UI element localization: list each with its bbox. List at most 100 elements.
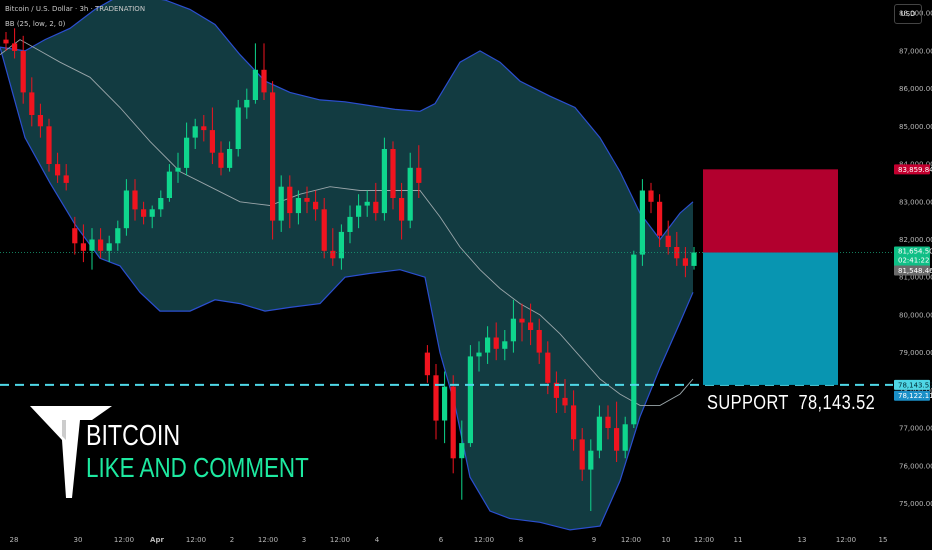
candle-body [3,39,9,44]
candle-body [330,250,336,259]
candle-body [596,416,602,451]
candle-body [399,198,405,221]
candle-body [450,386,456,459]
candle [149,205,155,229]
y-tick-label: 82,000.00 [899,236,932,244]
x-tick-label: 9 [592,536,596,544]
candle-body [295,198,301,214]
candle-body [37,115,43,127]
candle-body [571,405,577,440]
candle-body [605,416,611,428]
y-tick-label: 86,000.00 [899,85,932,93]
candle [536,318,542,364]
candle [605,405,611,440]
candle-body [381,149,387,214]
candle [261,43,267,100]
candle-body [218,152,224,168]
chart-title: Bitcoin / U.S. Dollar · 3h · TRADENATION [5,5,146,13]
x-axis: 28 30 12:00 Apr 12:00 2 12:00 3 12:00 4 6 12:00 8 9 12… [10,536,888,544]
x-tick-label: 4 [375,536,380,544]
candle [115,220,121,251]
candle-body [562,397,568,406]
candle [553,371,559,413]
candle-body [493,337,499,349]
candle-body [227,149,233,168]
support2-price-tag-text: 78,122.11 [898,392,932,400]
x-tick-label: 11 [734,536,743,544]
x-tick-label: 30 [74,536,83,544]
candle-body [467,356,473,444]
candle-body [175,167,181,172]
candle [141,201,147,225]
x-tick-label: 15 [879,536,888,544]
current-price-tag-bg [894,246,930,267]
candle [674,231,680,266]
candle-body [682,258,688,266]
candle-body [588,450,594,470]
candle-body [502,341,508,349]
x-tick-label: 3 [302,536,306,544]
band-upper [0,0,694,241]
candle-body [433,375,439,421]
tradenation-logo [30,406,112,498]
candle-body [579,439,585,470]
candle-body [545,352,551,383]
candle-body [631,254,637,425]
candle [502,330,508,361]
candle [485,326,491,364]
candle [407,152,413,229]
candle [209,107,215,165]
currency-button[interactable]: USD [894,4,922,24]
candle [596,405,602,459]
candle-body [115,228,121,244]
countdown-text: 02:41:22 [898,257,929,265]
band-lower [0,46,694,531]
candle [433,363,439,440]
candle [321,198,327,259]
candles[interactable] [3,28,697,512]
position-box[interactable] [703,169,838,385]
candle-body [192,126,198,138]
x-tick-label: 12:00 [836,536,856,544]
candle [639,179,645,266]
candle [252,43,258,104]
candle [459,420,465,500]
candle-body [158,198,164,210]
candle-body [46,126,52,164]
x-tick-label: 8 [519,536,523,544]
candle [55,152,61,183]
x-tick-label: 12:00 [694,536,714,544]
candle-body [20,50,26,93]
x-tick-label: 12:00 [186,536,206,544]
candle [330,228,336,266]
candle-body [123,190,129,229]
candle-body [347,216,353,232]
candle-body [201,126,207,131]
x-tick-label: 12:00 [258,536,278,544]
candle-body [424,352,430,376]
candle-body [614,428,620,451]
candle-body [510,318,516,342]
x-tick-label: 28 [10,536,19,544]
candle [123,179,129,236]
candle-body [648,190,654,202]
candle [63,164,69,191]
candle [304,186,310,214]
current-price-text: 81,654.50 [898,248,932,256]
candle [338,224,344,270]
y-tick-label: 75,000.00 [899,500,932,508]
candle-body [235,107,241,149]
candle [347,205,353,244]
candle [562,379,568,413]
candle [381,137,387,221]
candle [218,141,224,176]
candle [72,216,78,255]
y-tick-label: 79,000.00 [899,349,932,357]
candle [12,28,18,59]
candle-body [338,231,344,259]
candle [682,247,688,278]
candle [184,122,190,176]
candle [571,390,577,451]
candle [493,322,499,361]
